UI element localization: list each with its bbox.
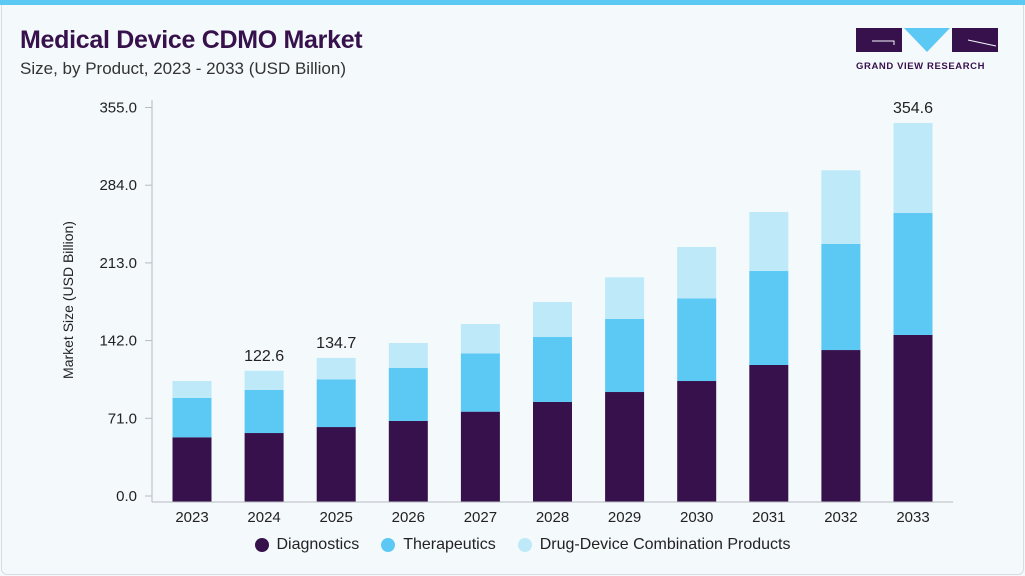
x-tick-label: 2025	[320, 509, 353, 526]
legend: Diagnostics Therapeutics Drug-Device Com…	[0, 536, 1025, 554]
bar-segment-2029-1	[605, 318, 645, 393]
logo-text: GRAND VIEW RESEARCH	[856, 61, 986, 72]
bar-segment-2032-1	[821, 243, 861, 351]
x-tick-label: 2032	[824, 509, 857, 526]
bar-segment-2027-0	[460, 411, 500, 502]
bar-segment-2023-1	[172, 397, 212, 438]
bar-segment-2025-2	[316, 357, 356, 380]
bar-segment-2024-2	[244, 370, 284, 390]
data-label: 122.6	[244, 348, 284, 365]
gvr-logo-icon	[856, 28, 998, 52]
bar-segment-2028-1	[533, 337, 572, 402]
legend-label: Drug-Device Combination Products	[539, 536, 791, 553]
grand-view-research-logo: GRAND VIEW RESEARCH	[856, 28, 998, 72]
bar-segment-2026-0	[388, 420, 428, 502]
y-tick-label: 142.0	[99, 333, 137, 350]
legend-item-therapeutics: Therapeutics	[381, 536, 496, 554]
bar-segment-2029-2	[605, 277, 645, 319]
legend-label: Therapeutics	[403, 536, 496, 553]
legend-label: Diagnostics	[276, 536, 360, 553]
data-label: 134.7	[316, 335, 356, 352]
x-tick-label: 2024	[247, 509, 280, 526]
legend-swatch	[381, 538, 396, 552]
x-tick-label: 2033	[896, 509, 929, 526]
bar-segment-2031-1	[749, 271, 789, 365]
x-tick-label: 2027	[464, 509, 497, 526]
bar-segment-2033-1	[893, 213, 933, 335]
bar-segment-2028-0	[533, 401, 572, 502]
bar-segment-2028-2	[533, 301, 572, 338]
chart-card	[1, 5, 1024, 575]
x-tick-label: 2026	[392, 509, 425, 526]
bar-segment-2031-2	[749, 211, 789, 272]
x-tick-label: 2029	[608, 509, 641, 526]
bar-segment-2033-2	[893, 122, 933, 214]
bar-segment-2026-2	[388, 342, 428, 368]
chart-subtitle: Size, by Product, 2023 - 2033 (USD Billi…	[20, 59, 346, 78]
bar-segment-2025-0	[316, 427, 356, 502]
bar-segment-2030-1	[677, 298, 717, 382]
bar-segment-2030-0	[677, 381, 717, 502]
y-tick-label: 284.0	[99, 177, 137, 194]
bar-segment-2031-0	[749, 364, 789, 502]
y-tick-label: 0.0	[116, 488, 137, 505]
legend-item-combination: Drug-Device Combination Products	[517, 536, 791, 554]
chart-title: Medical Device CDMO Market	[20, 26, 363, 54]
bar-segment-2026-1	[388, 367, 428, 421]
y-tick-label: 71.0	[108, 410, 137, 427]
bar-segment-2029-0	[605, 392, 645, 502]
y-tick-label: 355.0	[99, 100, 137, 117]
legend-swatch	[254, 538, 269, 552]
bar-segment-2024-1	[244, 389, 284, 434]
x-tick-label: 2031	[752, 509, 785, 526]
bar-segment-2024-0	[244, 433, 284, 502]
top-accent-bar	[0, 0, 1025, 5]
bar-segment-2033-0	[893, 334, 933, 502]
data-label: 354.6	[893, 100, 933, 117]
x-tick-label: 2030	[680, 509, 713, 526]
bar-segment-2032-0	[821, 350, 861, 502]
bar-segment-2027-1	[460, 353, 500, 412]
legend-swatch	[517, 538, 532, 552]
bar-segment-2023-0	[172, 437, 212, 502]
bar-segment-2027-2	[460, 323, 500, 354]
y-axis-label: Market Size (USD Billion)	[60, 221, 76, 379]
bar-segment-2030-2	[677, 246, 717, 299]
bar-segment-2025-1	[316, 379, 356, 428]
bar-segment-2032-2	[821, 170, 861, 244]
x-tick-label: 2028	[536, 509, 569, 526]
x-tick-label: 2023	[175, 509, 208, 526]
y-tick-label: 213.0	[99, 255, 137, 272]
bar-segment-2023-2	[172, 381, 212, 398]
legend-item-diagnostics: Diagnostics	[254, 536, 360, 554]
